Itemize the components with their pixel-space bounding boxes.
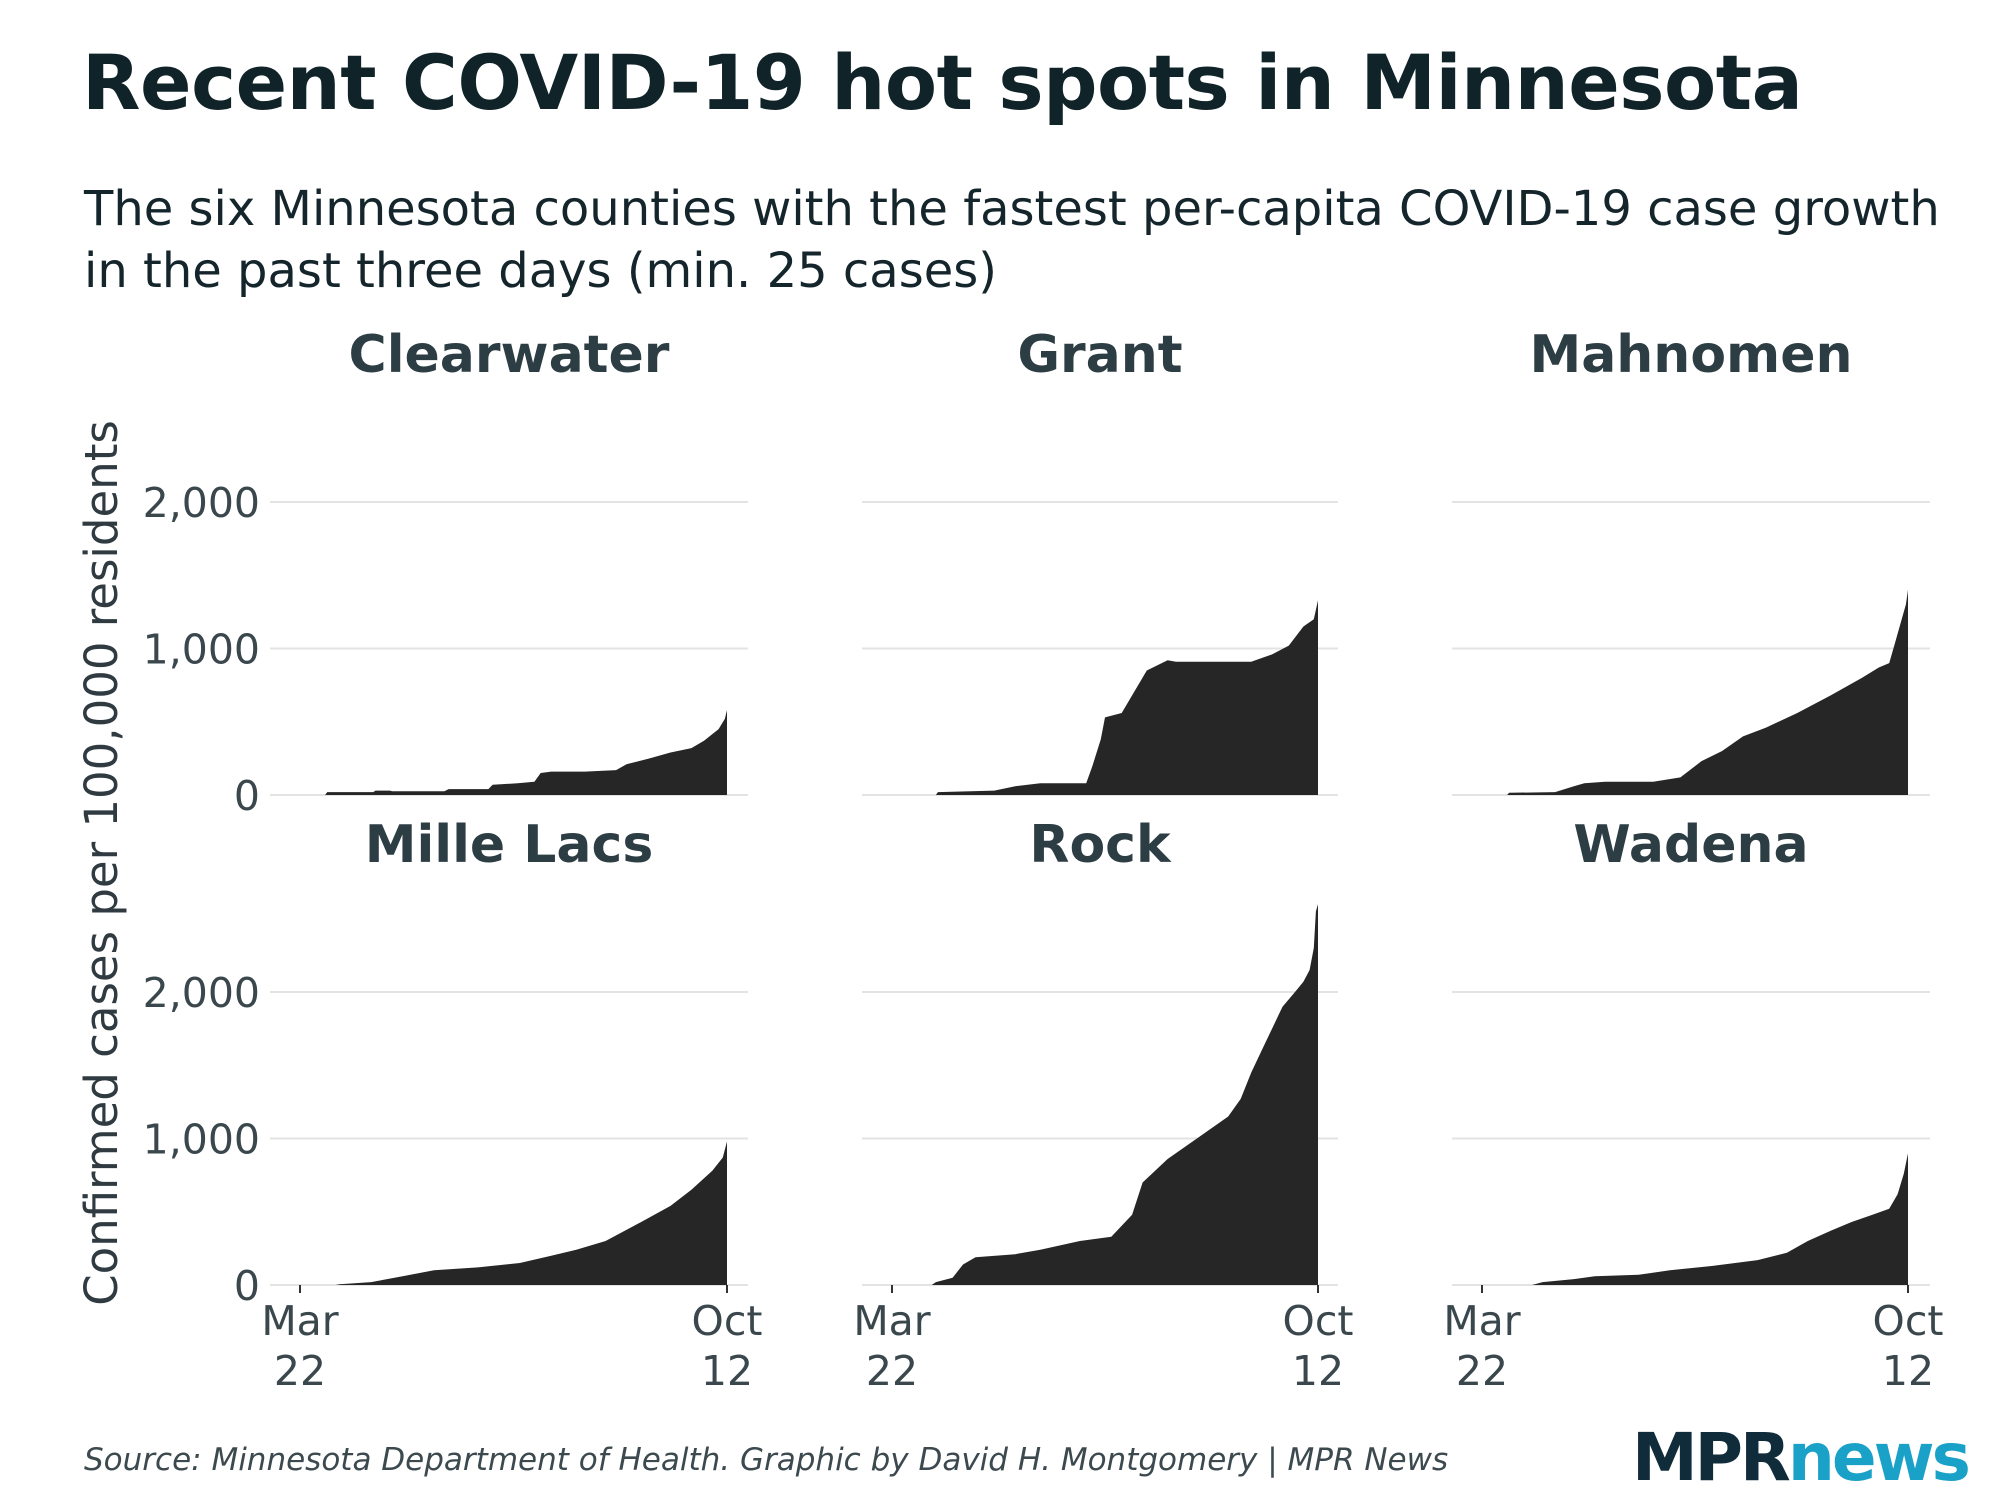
logo-mpr-text: MPR [1632, 1419, 1791, 1496]
chart-title: Recent COVID-19 hot spots in Minnesota [82, 38, 1803, 127]
x-tick-label-day: 22 [866, 1347, 918, 1395]
panel-title: Grant [1017, 325, 1182, 385]
y-tick-label: 0 [234, 772, 260, 820]
x-tick-label-month: Oct [1873, 1297, 1944, 1345]
x-tick-label-day: 12 [1292, 1347, 1344, 1395]
mpr-news-logo: MPRnews [1632, 1418, 1971, 1498]
area-mille-lacs [300, 1141, 727, 1285]
panel-title: Mahnomen [1529, 325, 1852, 385]
y-tick-label: 2,000 [143, 479, 260, 527]
y-tick-label: 2,000 [143, 969, 260, 1017]
chart-subtitle: The six Minnesota counties with the fast… [84, 181, 1940, 299]
x-tick-label-day: 12 [701, 1347, 753, 1395]
x-tick-label-day: 22 [274, 1347, 326, 1395]
x-tick-label-month: Mar [853, 1297, 930, 1345]
area-mahnomen [1482, 589, 1908, 795]
y-tick-label: 0 [234, 1262, 260, 1310]
x-tick-label-day: 22 [1456, 1347, 1508, 1395]
area-grant [892, 600, 1318, 795]
panel-title: Rock [1029, 815, 1172, 875]
x-tick-label-month: Oct [1283, 1297, 1354, 1345]
panel-title: Mille Lacs [365, 815, 654, 875]
x-tick-label-month: Mar [261, 1297, 338, 1345]
panel-clearwater: Clearwater 0 1,000 2,000 [143, 325, 748, 820]
logo-news-text: news [1787, 1419, 1971, 1496]
x-tick-label-day: 12 [1882, 1347, 1934, 1395]
panel-mahnomen: Mahnomen [1452, 325, 1930, 796]
source-note: Source: Minnesota Department of Health. … [84, 1442, 1449, 1478]
area-rock [892, 904, 1318, 1285]
area-wadena [1482, 1153, 1908, 1285]
x-tick-label-month: Mar [1443, 1297, 1520, 1345]
area-clearwater [300, 710, 727, 795]
y-axis-label: Confirmed cases per 100,000 residents [75, 420, 128, 1306]
panel-title: Clearwater [349, 325, 670, 385]
x-tick-label-month: Oct [692, 1297, 763, 1345]
y-tick-label: 1,000 [143, 626, 260, 674]
panel-title: Wadena [1573, 815, 1808, 875]
y-tick-label: 1,000 [143, 1116, 260, 1164]
panel-grant: Grant [862, 325, 1338, 796]
